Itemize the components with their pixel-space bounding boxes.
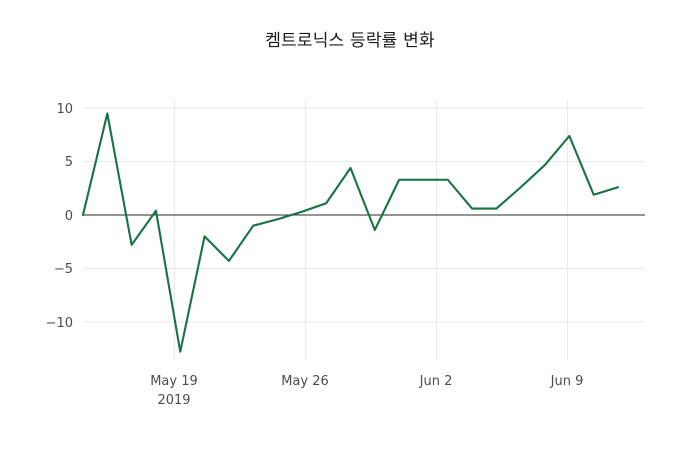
y-tick-label: 10 bbox=[56, 102, 73, 117]
x-tick-label: Jun 9 bbox=[550, 374, 584, 389]
y-tick-label: −10 bbox=[46, 316, 73, 331]
horizontal-gridlines bbox=[83, 107, 645, 323]
y-tick-label: −5 bbox=[54, 262, 73, 277]
x-axis-tick-labels: May 19 2019 May 26 Jun 2 Jun 9 bbox=[150, 374, 583, 408]
x-tick-label: May 19 bbox=[150, 374, 198, 389]
y-axis-tick-labels: 10 5 0 −5 −10 bbox=[46, 102, 73, 331]
x-tick-label: May 26 bbox=[281, 374, 329, 389]
y-tick-label: 5 bbox=[65, 155, 73, 170]
data-series-line bbox=[81, 112, 620, 353]
vertical-gridlines bbox=[174, 100, 568, 360]
y-tick-label: 0 bbox=[65, 209, 73, 224]
x-tick-label: Jun 2 bbox=[419, 374, 453, 389]
x-tick-year-label: 2019 bbox=[157, 393, 190, 408]
chart-title: 켐트로닉스 등락률 변화 bbox=[265, 31, 435, 51]
